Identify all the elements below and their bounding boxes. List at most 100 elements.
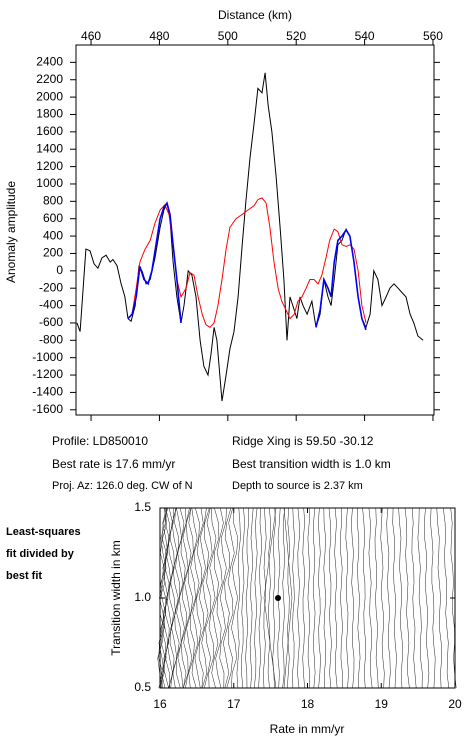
contour-line: [267, 507, 271, 689]
contour-line: [198, 507, 207, 689]
contour-line: [208, 507, 217, 689]
contour-line: [231, 507, 239, 689]
side-note: Least-squares: [6, 526, 81, 538]
y-tick-label: 800: [43, 194, 63, 208]
info-text: Best rate is 17.6 mm/yr: [52, 457, 175, 471]
contour-line: [282, 507, 285, 689]
y-axis-label: Transition width in km: [109, 540, 123, 656]
contour-line: [312, 507, 316, 689]
y-tick-label: -400: [39, 298, 63, 312]
x-tick-label: 520: [286, 29, 306, 43]
x-tick-label: 20: [448, 697, 462, 711]
contour-line: [334, 507, 338, 689]
contour-line: [392, 507, 397, 689]
plot-frame: [159, 507, 456, 689]
x-tick-label: 500: [218, 29, 238, 43]
contour-line: [339, 508, 343, 689]
y-axis-label: Anomaly amplitude: [4, 181, 18, 283]
y-tick-label: -1600: [32, 402, 63, 416]
contour-line: [398, 507, 403, 689]
contour-line: [386, 507, 391, 689]
contour-line: [204, 507, 213, 689]
info-text: Proj. Az: 126.0 deg. CW of N: [52, 480, 193, 492]
y-tick-label: 200: [43, 246, 63, 260]
plot-frame: [75, 44, 435, 416]
contour-line: [253, 507, 258, 689]
contour-line: [236, 507, 241, 689]
side-note: fit divided by: [6, 548, 75, 560]
info-text: Depth to source is 2.37 km: [232, 480, 363, 492]
contour-line: [215, 507, 224, 689]
y-tick-label: 1.0: [134, 590, 151, 604]
contour-line: [194, 507, 204, 689]
y-tick-label: -200: [39, 280, 63, 294]
contour-line: [380, 507, 385, 689]
contour-line: [328, 507, 332, 689]
contour-line: [263, 507, 277, 689]
contour-line: [443, 507, 450, 689]
y-tick-label: 1200: [36, 159, 63, 173]
contour-line: [158, 507, 168, 689]
contour-line: [287, 507, 290, 689]
y-tick-label: 1400: [36, 141, 63, 155]
info-text: Best transition width is 1.0 km: [232, 457, 391, 471]
x-tick-label: 16: [153, 697, 167, 711]
contour-line: [168, 507, 178, 689]
x-tick-label: 19: [375, 697, 389, 711]
x-tick-label: 540: [355, 29, 375, 43]
y-tick-label: 0.5: [134, 680, 151, 694]
contour-line: [411, 507, 417, 689]
y-tick-label: 2400: [36, 55, 63, 69]
contour-line: [180, 507, 190, 689]
x-tick-label: 560: [423, 29, 443, 43]
contour-line: [297, 507, 300, 689]
best-fit-marker: [275, 595, 281, 601]
info-text: Ridge Xing is 59.50 -30.12: [232, 434, 374, 448]
y-tick-label: -800: [39, 332, 63, 346]
contour-line: [211, 507, 220, 689]
y-tick-label: 2000: [36, 89, 63, 103]
contour-line: [223, 507, 232, 689]
contour-line: [374, 507, 379, 689]
contour-line: [362, 507, 367, 689]
y-tick-label: -600: [39, 315, 63, 329]
contour-line: [417, 507, 423, 689]
y-tick-label: 1600: [36, 124, 63, 138]
contour-line: [226, 507, 235, 689]
contour-line: [283, 507, 293, 689]
contour-line: [302, 507, 305, 689]
contour-line: [307, 507, 311, 689]
contour-line: [436, 507, 442, 689]
x-tick-label: 480: [149, 29, 169, 43]
contour-line: [424, 507, 430, 689]
contour-line: [165, 507, 174, 689]
contour-line: [292, 507, 295, 689]
y-tick-label: 600: [43, 211, 63, 225]
x-tick-label: 460: [81, 29, 101, 43]
contour-line: [318, 507, 321, 689]
x-axis-label: Distance (km): [218, 8, 292, 22]
contour-line: [430, 507, 436, 689]
y-tick-label: -1000: [32, 350, 63, 364]
contour-line: [167, 507, 177, 689]
x-tick-label: 17: [227, 697, 241, 711]
y-tick-label: 2200: [36, 72, 63, 86]
contour-line: [368, 507, 373, 689]
contour-line: [245, 508, 249, 689]
y-tick-label: 1000: [36, 176, 63, 190]
contour-line: [177, 507, 187, 689]
contour-line: [161, 507, 171, 689]
y-tick-label: 400: [43, 228, 63, 242]
contour-line: [351, 507, 355, 689]
contour-line: [258, 507, 262, 689]
y-tick-label: -1200: [32, 367, 63, 381]
x-axis-label: Rate in mm/yr: [270, 722, 345, 736]
contour-line: [323, 507, 327, 688]
contour-line: [356, 507, 361, 689]
contour-line: [404, 507, 410, 689]
contour-line: [263, 507, 267, 689]
side-note: best fit: [6, 570, 42, 582]
contour-line: [272, 507, 276, 689]
